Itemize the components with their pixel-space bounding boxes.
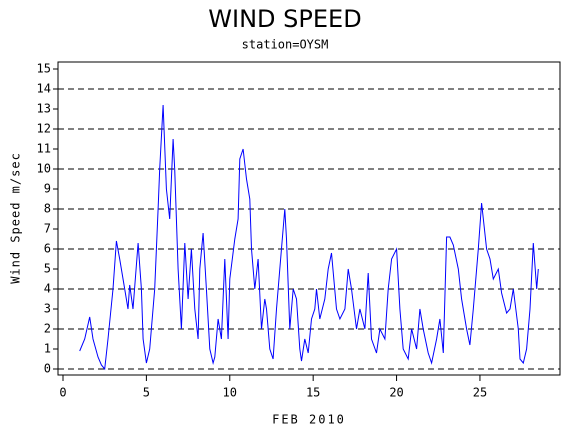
y-tick-label: 6 — [44, 242, 51, 256]
y-tick-label: 2 — [44, 322, 51, 336]
plot-frame — [57, 61, 561, 376]
y-tick-label: 3 — [44, 302, 51, 316]
y-tick-label: 9 — [44, 182, 51, 196]
y-tick-label: 8 — [44, 202, 51, 216]
chart-subtitle: station=OYSM — [242, 38, 329, 52]
y-tick-label: 4 — [44, 282, 51, 296]
y-tick-label: 15 — [37, 62, 51, 76]
y-tick-label: 10 — [37, 162, 51, 176]
y-axis-label: Wind Speed m/sec — [9, 152, 23, 284]
y-tick-label: 0 — [44, 362, 51, 376]
y-tick-label: 12 — [37, 122, 51, 136]
y-tick-label: 14 — [37, 82, 51, 96]
series-line — [79, 104, 539, 371]
x-tick-label: 25 — [473, 386, 487, 400]
y-tick-label: 13 — [37, 102, 51, 116]
x-tick-label: 0 — [59, 386, 66, 400]
y-tick-label: 5 — [44, 262, 51, 276]
x-axis-label: FEB 2010 — [272, 413, 346, 427]
y-tick-label: 1 — [44, 342, 51, 356]
chart-title: WIND SPEED — [208, 5, 361, 33]
x-tick-label: 10 — [223, 386, 237, 400]
x-tick-label: 15 — [306, 386, 320, 400]
x-tick-label: 20 — [389, 386, 403, 400]
x-tick-label: 5 — [143, 386, 150, 400]
y-tick-label: 11 — [37, 142, 51, 156]
y-tick-label: 7 — [44, 222, 51, 236]
